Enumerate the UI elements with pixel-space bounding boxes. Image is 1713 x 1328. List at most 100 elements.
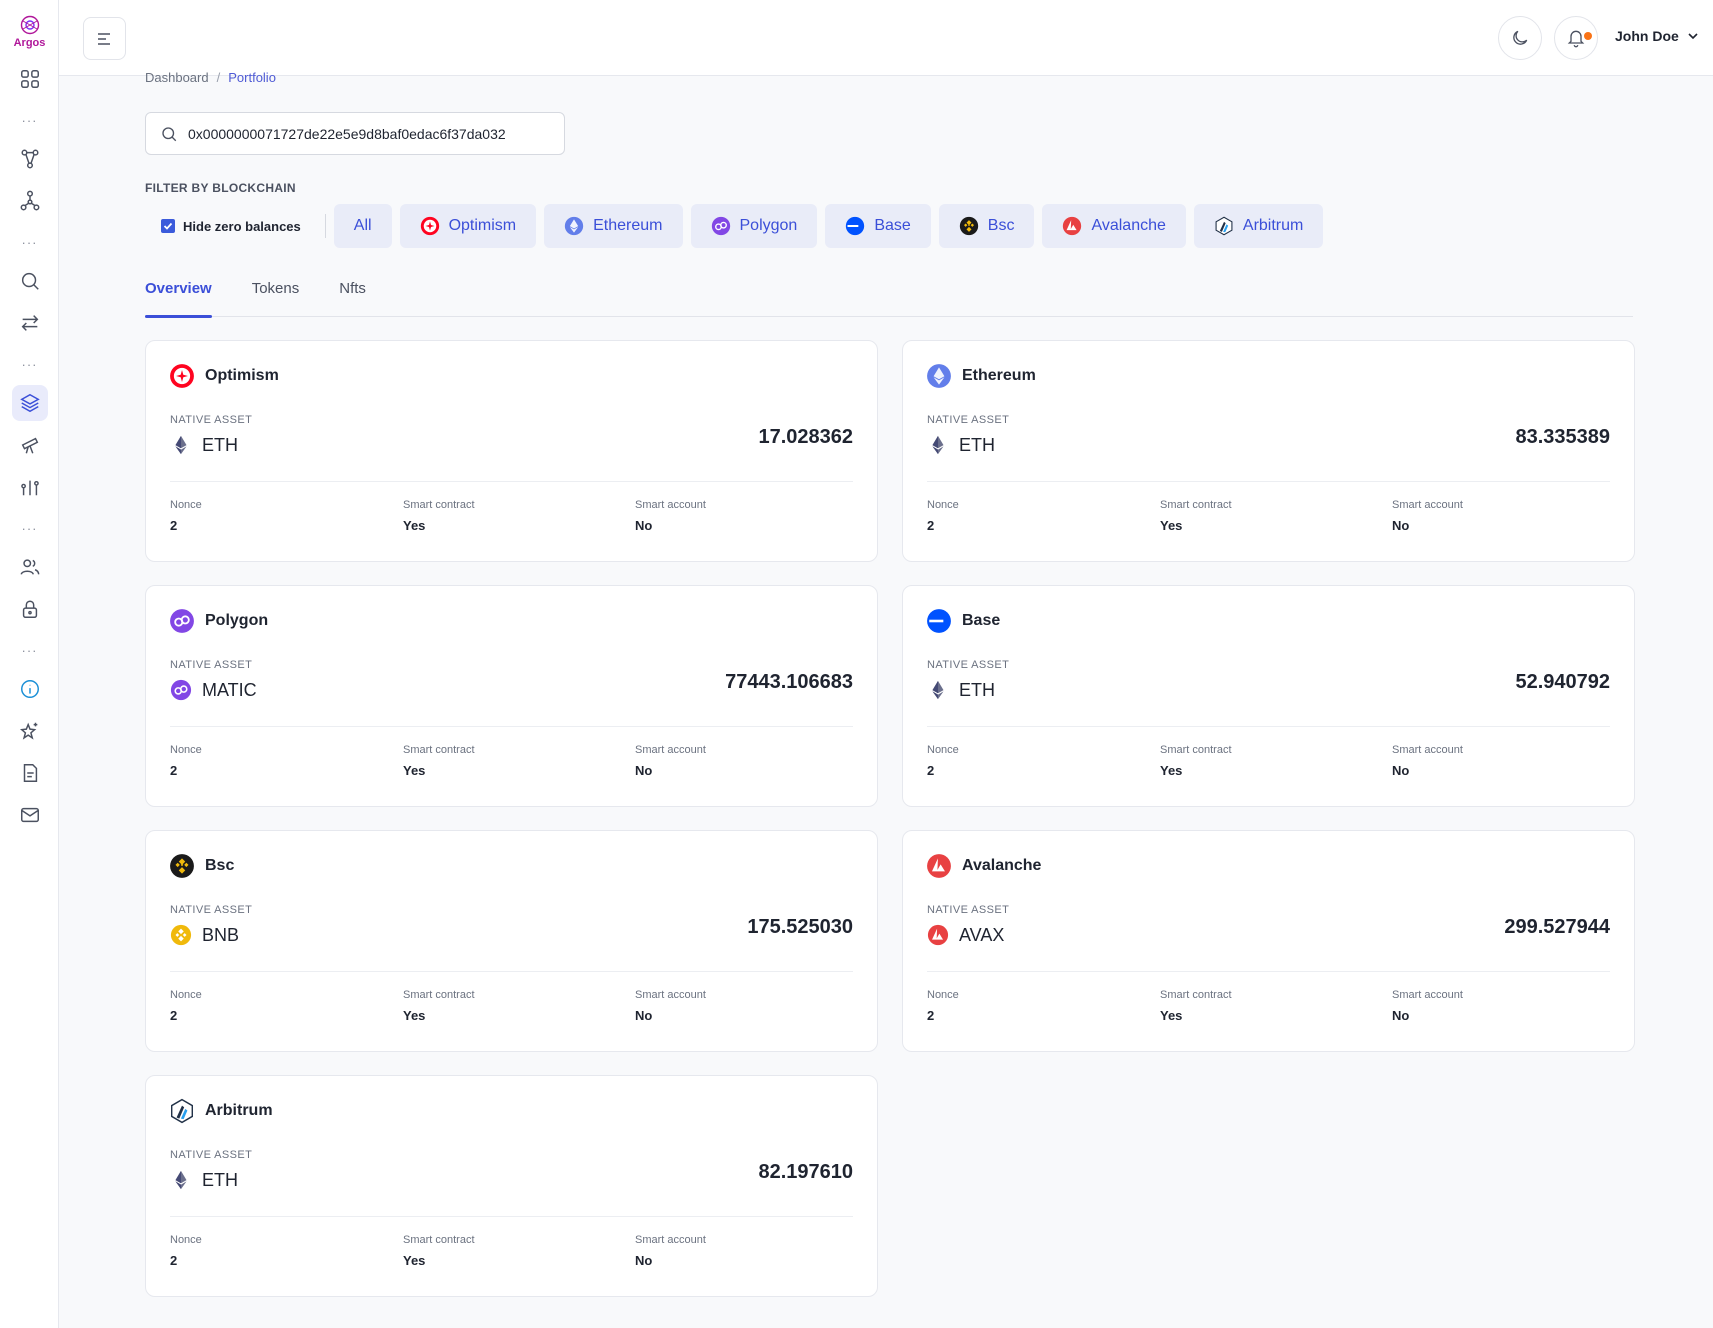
sidebar-item-favorites[interactable] [12,713,48,749]
chain-filter-optimism[interactable]: Optimism [399,204,537,248]
eth-icon [932,435,944,455]
chain-filter-ethereum[interactable]: Ethereum [544,204,683,248]
sidebar-item-transfers[interactable] [12,305,48,341]
asset-balance: 175.525030 [747,916,853,938]
asset-balance: 83.335389 [1515,426,1610,448]
smart-contract-field: Smart contract Yes [1160,989,1232,1023]
smart-account-value: No [635,1253,653,1268]
eth-icon [175,1170,187,1190]
smart-contract-field: Smart contract Yes [403,499,475,533]
smart-contract-label: Smart contract [1160,499,1232,511]
smart-account-label: Smart account [1392,989,1463,1001]
sidebar-item-network[interactable] [12,141,48,177]
sidebar-item-search[interactable] [12,263,48,299]
sidebar-separator: ··· [21,521,38,536]
sidebar-item-dashboard[interactable] [12,61,48,97]
tab-nfts[interactable]: Nfts [339,280,366,297]
nonce-value: 2 [170,763,178,778]
ethereum-icon [927,364,951,388]
chain-filter-arbitrum[interactable]: Arbitrum [1193,204,1324,248]
address-search[interactable] [145,112,565,155]
chain-filter-bsc[interactable]: Bsc [938,204,1035,248]
avalanche-icon [1063,216,1082,236]
polygon-icon [170,679,192,701]
arrows-exchange-icon [21,315,39,331]
nonce-field: Nonce 2 [927,744,959,778]
menu-toggle-button[interactable] [83,17,126,60]
nonce-label: Nonce [927,499,959,511]
chain-card-bsc: Bsc NATIVE ASSET BNB 175.525030 Nonce 2 … [145,830,878,1052]
hide-zero-label: Hide zero balances [183,218,301,234]
base-icon [845,216,865,236]
chain-filter-label: Ethereum [593,217,663,234]
nonce-field: Nonce 2 [170,499,202,533]
nonce-label: Nonce [170,989,202,1001]
native-asset-label: NATIVE ASSET [170,414,253,426]
arbitrum-icon [169,1098,195,1124]
chain-filter-avalanche[interactable]: Avalanche [1042,204,1186,248]
sidebar-item-documents[interactable] [12,755,48,791]
argos-logo-icon [20,15,39,35]
card-header: Polygon [169,608,268,634]
hide-zero-checkbox[interactable] [161,219,175,233]
arbitrum-icon [171,1098,193,1124]
chain-filter-base[interactable]: Base [825,204,931,248]
smart-contract-field: Smart contract Yes [1160,499,1232,533]
optimism-icon [169,363,195,389]
chain-filter-label: Arbitrum [1242,217,1304,234]
optimism-icon [170,364,194,388]
polygon-icon [169,608,195,634]
bsc-icon [170,854,194,878]
nonce-value: 2 [927,518,935,533]
chain-filter-polygon[interactable]: Polygon [690,204,818,248]
chevron-down-icon [1688,33,1698,40]
sidebar-item-tree[interactable] [12,183,48,219]
smart-account-label: Smart account [635,989,706,1001]
card-divider [927,971,1610,972]
native-asset-label: NATIVE ASSET [927,904,1010,916]
avalanche-icon [927,854,951,878]
app-logo[interactable]: Argos [0,14,59,49]
card-chain-name: Bsc [205,857,235,874]
smart-account-value: No [635,1008,653,1023]
sidebar-item-security[interactable] [12,591,48,627]
theme-toggle-button[interactable] [1498,16,1542,60]
smart-contract-field: Smart contract Yes [403,1234,475,1268]
sidebar-item-explorer[interactable] [12,427,48,463]
user-name: John Doe [1615,28,1679,44]
eth-icon [170,434,192,456]
user-menu[interactable]: John Doe [1615,28,1699,44]
smart-account-field: Smart account No [1392,989,1463,1023]
sidebar-item-portfolio[interactable] [12,385,48,421]
breadcrumb-separator: / [216,70,221,85]
eth-icon [170,1169,192,1191]
chain-filter-all[interactable]: All [333,204,392,248]
hide-zero-toggle[interactable]: Hide zero balances [145,204,315,248]
sidebar-item-analytics[interactable] [12,469,48,505]
address-search-input[interactable] [188,125,548,142]
grid-icon [21,70,39,88]
logo-text: Argos [13,37,46,49]
asset-balance: 77443.106683 [725,671,853,693]
tab-tokens[interactable]: Tokens [251,280,300,297]
native-asset: AVAX [927,924,1004,946]
card-chain-name: Polygon [205,612,269,629]
card-divider [927,481,1610,482]
sidebar-item-users[interactable] [12,549,48,585]
smart-account-field: Smart account No [635,989,706,1023]
tab-overview[interactable]: Overview [145,268,212,318]
info-icon [21,680,39,698]
arbitrum-icon [1215,216,1233,236]
native-asset: BNB [170,924,239,946]
sidebar-item-info[interactable] [12,671,48,707]
asset-symbol: ETH [202,434,238,455]
smart-account-field: Smart account No [635,1234,706,1268]
asset-symbol: BNB [202,924,240,945]
ethereum-icon [564,216,584,236]
smart-account-label: Smart account [635,744,706,756]
native-asset: MATIC [170,679,257,701]
notifications-button[interactable] [1554,16,1598,60]
sidebar-item-mail[interactable] [12,797,48,833]
smart-contract-label: Smart contract [403,1234,475,1246]
breadcrumb-dashboard[interactable]: Dashboard [145,70,209,85]
